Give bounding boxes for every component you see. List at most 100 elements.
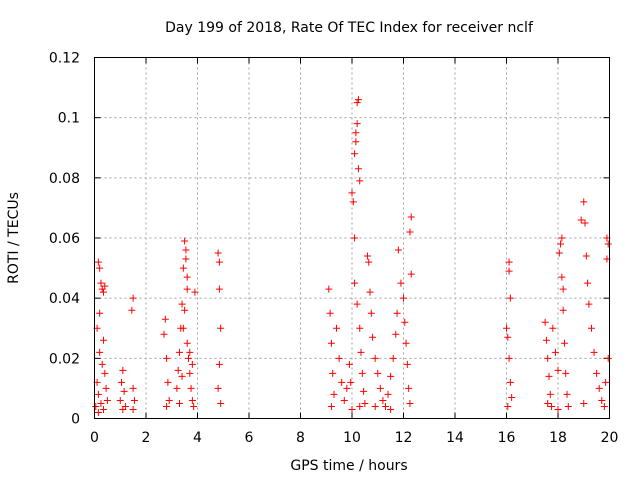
data-point — [542, 336, 550, 344]
data-point — [179, 324, 187, 332]
x-tick-label: 16 — [498, 430, 516, 446]
data-point — [387, 405, 395, 413]
data-point — [188, 360, 196, 368]
data-point — [326, 309, 334, 317]
x-tick-label: 0 — [90, 430, 99, 446]
data-point — [347, 378, 355, 386]
data-point — [407, 213, 415, 221]
data-point — [129, 294, 137, 302]
data-point — [181, 237, 189, 245]
data-point — [384, 390, 392, 398]
data-point — [551, 348, 559, 356]
data-point — [369, 333, 377, 341]
data-point — [554, 366, 562, 374]
data-point — [352, 129, 360, 137]
data-point — [214, 249, 222, 257]
data-point — [97, 279, 105, 287]
data-point — [349, 198, 357, 206]
data-point — [558, 273, 566, 281]
data-point — [371, 354, 379, 362]
data-point — [581, 219, 589, 227]
data-point — [327, 339, 335, 347]
data-point — [356, 324, 364, 332]
data-point — [351, 279, 359, 287]
data-point — [360, 387, 368, 395]
data-point — [163, 354, 171, 362]
data-point — [335, 354, 343, 362]
data-point — [186, 369, 194, 377]
data-point — [504, 333, 512, 341]
data-point — [173, 384, 181, 392]
y-tick-label: 0.1 — [58, 111, 80, 127]
data-point — [119, 366, 127, 374]
data-point — [376, 384, 384, 392]
chart-title: Day 199 of 2018, Rate Of TEC Index for r… — [165, 20, 534, 36]
data-point — [96, 348, 104, 356]
data-point — [401, 318, 409, 326]
data-point — [217, 399, 225, 407]
data-point — [505, 354, 513, 362]
data-point — [92, 402, 100, 410]
data-point — [100, 336, 108, 344]
data-point — [361, 399, 369, 407]
data-point — [187, 384, 195, 392]
data-point — [215, 258, 223, 266]
data-point — [101, 369, 109, 377]
data-point — [183, 285, 191, 293]
data-point — [595, 384, 603, 392]
x-tick-label: 12 — [395, 430, 413, 446]
data-point — [102, 384, 110, 392]
data-point — [186, 348, 194, 356]
plot-frame — [94, 57, 610, 419]
data-point — [544, 354, 552, 362]
data-point — [354, 165, 362, 173]
data-point — [94, 408, 102, 416]
data-point — [400, 294, 407, 302]
data-point — [179, 264, 187, 272]
data-point — [129, 405, 137, 413]
data-point — [214, 384, 222, 392]
data-point — [353, 99, 361, 107]
data-point — [178, 372, 186, 380]
data-point — [374, 369, 382, 377]
data-point — [182, 255, 190, 263]
data-point — [163, 402, 171, 410]
data-point — [508, 393, 516, 401]
x-tick-label: 2 — [142, 430, 151, 446]
data-point — [406, 399, 414, 407]
data-point — [340, 396, 348, 404]
data-point — [116, 396, 124, 404]
data-point — [564, 402, 572, 410]
data-point — [506, 294, 514, 302]
data-point — [96, 309, 104, 317]
data-point — [505, 267, 513, 275]
data-point — [504, 402, 512, 410]
data-point — [602, 378, 610, 386]
data-point — [365, 258, 373, 266]
data-point — [164, 378, 172, 386]
data-point — [604, 354, 612, 362]
data-point — [161, 315, 169, 323]
data-point — [351, 150, 359, 158]
data-point — [563, 390, 571, 398]
data-point — [562, 369, 570, 377]
data-point — [560, 339, 568, 347]
data-point — [178, 300, 186, 308]
data-point — [406, 228, 414, 236]
y-tick-label: 0.08 — [49, 171, 80, 187]
data-point — [343, 384, 351, 392]
data-point — [183, 339, 191, 347]
data-point — [387, 372, 395, 380]
data-point — [103, 396, 111, 404]
data-point — [555, 249, 563, 257]
data-point — [94, 258, 102, 266]
data-point — [559, 306, 567, 314]
data-point — [557, 240, 565, 248]
data-point — [548, 402, 556, 410]
data-point — [183, 273, 191, 281]
data-point — [590, 348, 598, 356]
data-point — [407, 270, 415, 278]
data-point — [600, 402, 608, 410]
data-point — [188, 396, 196, 404]
data-point — [393, 309, 401, 317]
